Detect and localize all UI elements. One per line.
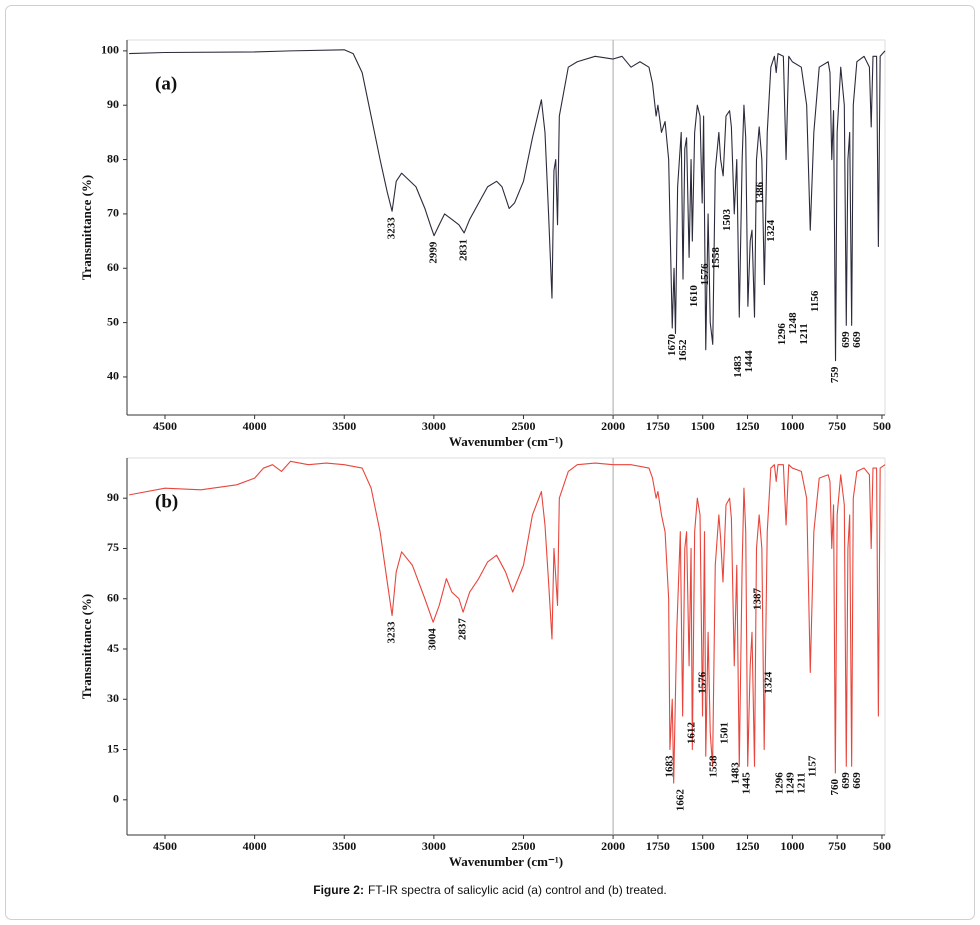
- peak-label: 1683: [663, 755, 675, 778]
- peak-label: 1501: [718, 722, 730, 744]
- peak-label: 2837: [457, 618, 469, 641]
- peak-label: 1503: [721, 209, 733, 232]
- y-tick-label: 100: [101, 43, 119, 57]
- peak-label: 1662: [674, 789, 686, 812]
- peak-label: 1249: [784, 772, 796, 795]
- y-tick-label: 45: [107, 641, 119, 655]
- peak-label: 1612: [685, 722, 697, 745]
- peak-label: 1157: [806, 755, 818, 777]
- peak-label: 1211: [798, 323, 810, 344]
- peak-label: 1558: [710, 247, 722, 270]
- panel-label: (b): [155, 491, 178, 512]
- peak-label: 1387: [751, 587, 763, 610]
- x-axis-label: Wavenumber (cm⁻¹): [449, 854, 563, 869]
- x-axis-label: Wavenumber (cm⁻¹): [449, 434, 563, 449]
- y-tick-label: 50: [107, 314, 119, 328]
- x-tick-label: 4500: [153, 419, 177, 433]
- x-tick-label: 2500: [511, 839, 535, 853]
- x-tick-label: 4500: [153, 839, 177, 853]
- peak-label: 699: [840, 331, 852, 348]
- peak-label: 699: [840, 772, 852, 789]
- x-tick-label: 750: [828, 839, 846, 853]
- peak-label: 1670: [666, 334, 678, 357]
- peak-label: 1483: [729, 762, 741, 785]
- x-tick-label: 1750: [646, 839, 670, 853]
- x-tick-label: 3500: [332, 839, 356, 853]
- y-axis-label: Transmittance (%): [79, 594, 94, 700]
- x-tick-label: 1250: [736, 839, 760, 853]
- peak-label: 1576: [696, 671, 708, 694]
- y-axis-label: Transmittance (%): [79, 175, 94, 281]
- y-tick-label: 90: [107, 97, 119, 111]
- peak-label: 1296: [773, 772, 785, 795]
- peak-label: 669: [851, 331, 863, 348]
- peak-label: 760: [829, 779, 841, 796]
- y-tick-label: 40: [107, 369, 119, 383]
- x-tick-label: 2000: [601, 419, 625, 433]
- x-tick-label: 750: [828, 419, 846, 433]
- peak-label: 1296: [776, 323, 788, 346]
- x-tick-label: 1500: [691, 419, 715, 433]
- y-tick-label: 0: [113, 792, 119, 806]
- x-tick-label: 500: [873, 839, 891, 853]
- spectrum-line: [129, 460, 886, 784]
- x-tick-label: 1750: [646, 419, 670, 433]
- x-tick-label: 3000: [422, 839, 446, 853]
- spectrum-line: [129, 49, 886, 362]
- x-tick-label: 1000: [780, 419, 804, 433]
- x-tick-label: 4000: [243, 419, 267, 433]
- peak-label: 1324: [762, 671, 774, 694]
- peak-label: 1156: [809, 290, 821, 312]
- peak-label: 1610: [688, 285, 700, 308]
- x-tick-label: 1500: [691, 839, 715, 853]
- peak-label: 2831: [458, 239, 470, 261]
- peak-label: 1386: [754, 181, 766, 204]
- caption-label: Figure 2:: [313, 883, 364, 897]
- x-tick-label: 2500: [511, 419, 535, 433]
- y-tick-label: 70: [107, 206, 119, 220]
- caption: Figure 2: FT-IR spectra of salicylic acid…: [313, 883, 666, 897]
- peak-label: 1248: [787, 312, 799, 335]
- y-tick-label: 15: [107, 741, 119, 755]
- peak-label: 1558: [707, 755, 719, 778]
- peak-label: 669: [851, 772, 863, 789]
- peak-label: 759: [829, 366, 841, 383]
- x-tick-label: 4000: [243, 839, 267, 853]
- peak-label: 1483: [732, 355, 744, 378]
- y-tick-label: 60: [107, 590, 119, 604]
- peak-label: 1445: [740, 772, 752, 795]
- peak-label: 3004: [427, 628, 439, 651]
- peak-label: 1576: [699, 263, 711, 286]
- y-tick-label: 75: [107, 540, 119, 554]
- peak-label: 1211: [795, 772, 807, 793]
- x-tick-label: 3500: [332, 419, 356, 433]
- peak-label: 2999: [428, 241, 440, 263]
- peak-label: 3233: [386, 217, 398, 240]
- x-tick-label: 1000: [780, 839, 804, 853]
- x-tick-label: 2000: [601, 839, 625, 853]
- peak-label: 1324: [765, 219, 777, 242]
- x-tick-label: 1250: [736, 419, 760, 433]
- peak-label: 1444: [743, 350, 755, 373]
- y-tick-label: 80: [107, 151, 119, 165]
- y-tick-label: 30: [107, 691, 119, 705]
- y-tick-label: 60: [107, 260, 119, 274]
- peak-label: 3233: [386, 621, 398, 644]
- caption-text: FT-IR spectra of salicylic acid (a) cont…: [368, 883, 667, 897]
- x-tick-label: 500: [873, 419, 891, 433]
- peak-label: 1652: [677, 339, 689, 362]
- x-tick-label: 3000: [422, 419, 446, 433]
- panel-label: (a): [155, 73, 177, 94]
- y-tick-label: 90: [107, 490, 119, 504]
- figure-frame: [5, 5, 975, 920]
